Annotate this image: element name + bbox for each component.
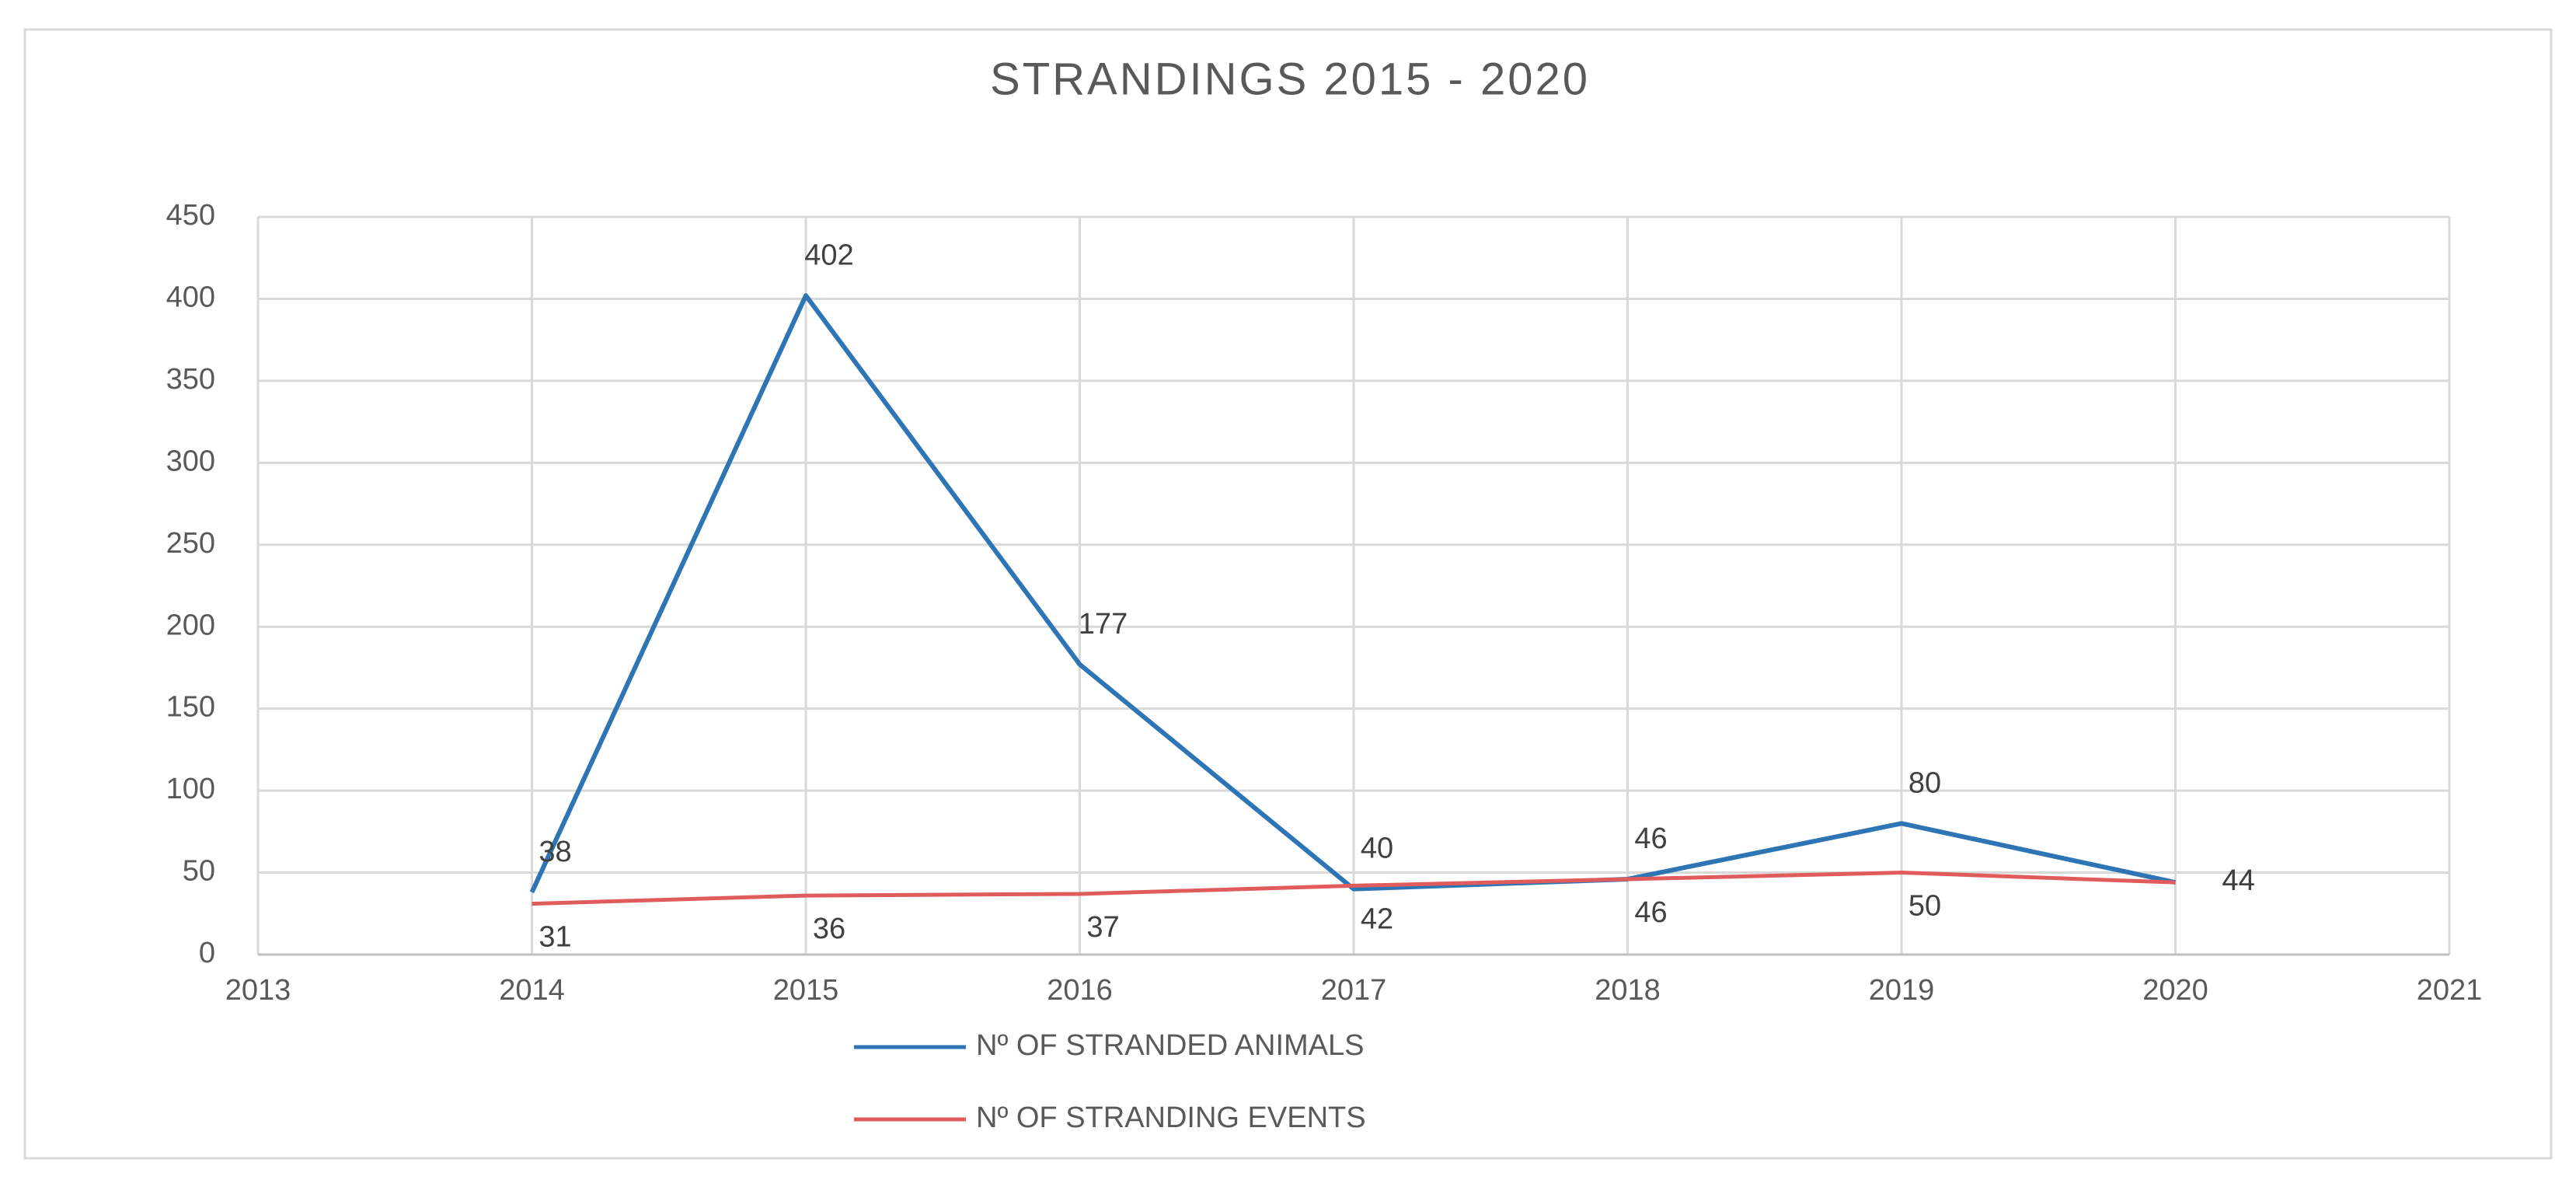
y-tick-label: 150 — [166, 691, 215, 724]
y-tick-label: 300 — [166, 445, 215, 477]
y-tick-label: 200 — [166, 609, 215, 641]
x-tick-label: 2013 — [225, 974, 291, 1007]
data-label: 42 — [1361, 902, 1393, 935]
data-label: 80 — [1908, 766, 1941, 799]
y-tick-label: 100 — [166, 773, 215, 805]
y-tick-label: 450 — [166, 199, 215, 232]
y-tick-label: 50 — [183, 855, 215, 888]
x-tick-label: 2014 — [499, 974, 565, 1007]
data-label: 38 — [539, 836, 571, 868]
x-tick-label: 2021 — [2417, 974, 2483, 1007]
data-label: 46 — [1634, 896, 1667, 929]
y-tick-label: 400 — [166, 281, 215, 313]
data-label: 37 — [1086, 911, 1119, 944]
y-tick-label: 350 — [166, 363, 215, 396]
x-tick-label: 2018 — [1595, 974, 1661, 1007]
legend-label: Nº OF STRANDING EVENTS — [976, 1101, 1366, 1134]
x-tick-label: 2015 — [773, 974, 839, 1007]
x-tick-label: 2020 — [2142, 974, 2208, 1007]
data-label: 402 — [804, 239, 853, 271]
chart-title: STRANDINGS 2015 - 2020 — [990, 54, 1590, 104]
data-label: 44 — [2222, 864, 2255, 897]
data-label: 44 — [2222, 864, 2255, 897]
y-tick-label: 250 — [166, 527, 215, 560]
legend-label: Nº OF STRANDED ANIMALS — [976, 1029, 1365, 1062]
data-label: 36 — [813, 913, 845, 945]
data-label: 40 — [1361, 833, 1393, 865]
x-tick-label: 2019 — [1869, 974, 1935, 1007]
x-tick-label: 2017 — [1321, 974, 1387, 1007]
data-label: 50 — [1908, 890, 1941, 923]
data-label: 46 — [1634, 822, 1667, 855]
data-label: 31 — [539, 921, 571, 954]
data-label: 177 — [1079, 608, 1128, 641]
y-tick-label: 0 — [199, 937, 215, 969]
x-tick-label: 2016 — [1047, 974, 1113, 1007]
line-series — [529, 293, 2177, 894]
line-series — [532, 871, 2176, 906]
